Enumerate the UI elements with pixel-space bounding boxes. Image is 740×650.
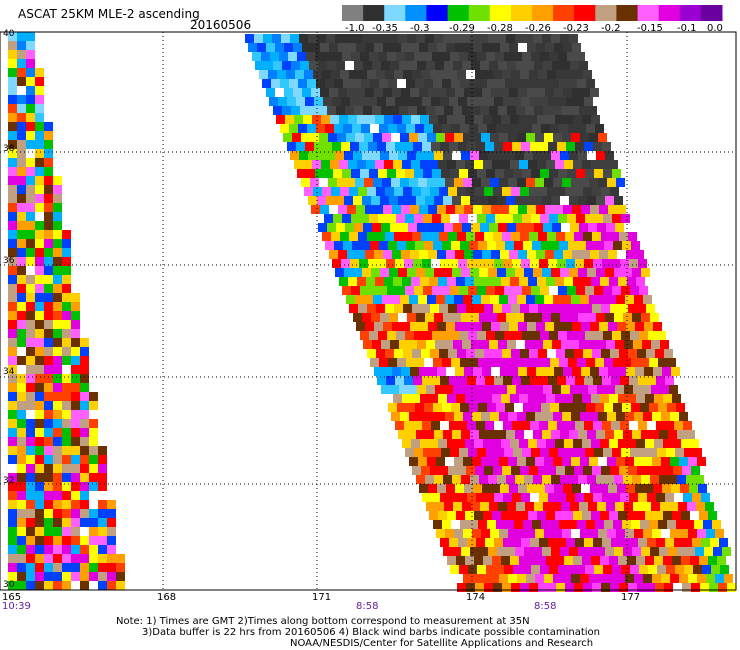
- lat-label-40: 40: [3, 29, 15, 39]
- colorbar-tick-label: -1.0: [345, 23, 365, 34]
- footer-note-line3: NOAA/NESDIS/Center for Satellite Applica…: [290, 638, 594, 649]
- colorbar-swatch: [553, 5, 575, 21]
- colorbar-tick-label: -0.1: [677, 23, 697, 34]
- footer-note-line1: Note: 1) Times are GMT 2)Times along bot…: [116, 616, 530, 627]
- colorbar-tick-label: -0.26: [525, 23, 551, 34]
- colorbar-swatch: [468, 5, 491, 21]
- colorbar-tick-label: -0.3: [410, 23, 430, 34]
- lon-label-168: 168: [157, 592, 177, 603]
- colorbar-swatch: [363, 5, 385, 21]
- lat-lon-grid: [0, 32, 736, 590]
- colorbar-tick-label: -0.29: [449, 23, 475, 34]
- colorbar-swatch: [679, 5, 702, 21]
- colorbar-swatch: [342, 5, 364, 21]
- lat-label-30: 30: [3, 580, 15, 590]
- swath-data-cells: [8, 32, 736, 592]
- map-date: 20160506: [190, 18, 252, 32]
- colorbar-swatch: [426, 5, 448, 21]
- colorbar-swatch: [616, 5, 638, 21]
- colorbar-swatch: [658, 5, 681, 21]
- colorbar-swatch: [510, 5, 533, 21]
- map-title: ASCAT 25KM MLE-2 ascending: [18, 7, 200, 21]
- lon-label-174: 174: [466, 592, 486, 603]
- colorbar-swatches: [342, 5, 723, 21]
- lon-label-171: 171: [312, 592, 332, 603]
- colorbar-swatch: [489, 5, 512, 21]
- lat-label-34: 34: [3, 367, 15, 377]
- map-frame: [0, 31, 737, 591]
- colorbar-tick-label: -0.2: [601, 23, 621, 34]
- colorbar-tick-label: -0.23: [563, 23, 589, 34]
- colorbar-swatch: [637, 5, 660, 21]
- colorbar-swatch: [447, 5, 470, 21]
- lat-label-36: 36: [3, 256, 15, 266]
- colorbar-swatch: [532, 5, 554, 21]
- lat-label-32: 32: [3, 476, 15, 486]
- footer-note-line2: 3)Data buffer is 22 hrs from 20160506 4)…: [142, 627, 600, 638]
- colorbar-swatch: [700, 5, 723, 21]
- time-label-left: 10:39: [2, 601, 31, 612]
- lon-label-177: 177: [621, 592, 641, 603]
- colorbar-tick-label: -0.15: [637, 23, 663, 34]
- colorbar-swatch: [595, 5, 617, 21]
- colorbar-swatch: [574, 5, 596, 21]
- colorbar-tick-label: 0.0: [707, 23, 723, 34]
- lat-label-38: 38: [3, 144, 15, 154]
- lon-label-165: 165: [2, 592, 22, 603]
- colorbar-swatch: [405, 5, 427, 21]
- colorbar-swatch: [384, 5, 406, 21]
- colorbar: [342, 5, 723, 21]
- time-label-middle: 8:58: [356, 601, 379, 612]
- colorbar-tick-label: -0.35: [372, 23, 398, 34]
- colorbar-tick-label: -0.28: [487, 23, 513, 34]
- time-label-right: 8:58: [534, 601, 557, 612]
